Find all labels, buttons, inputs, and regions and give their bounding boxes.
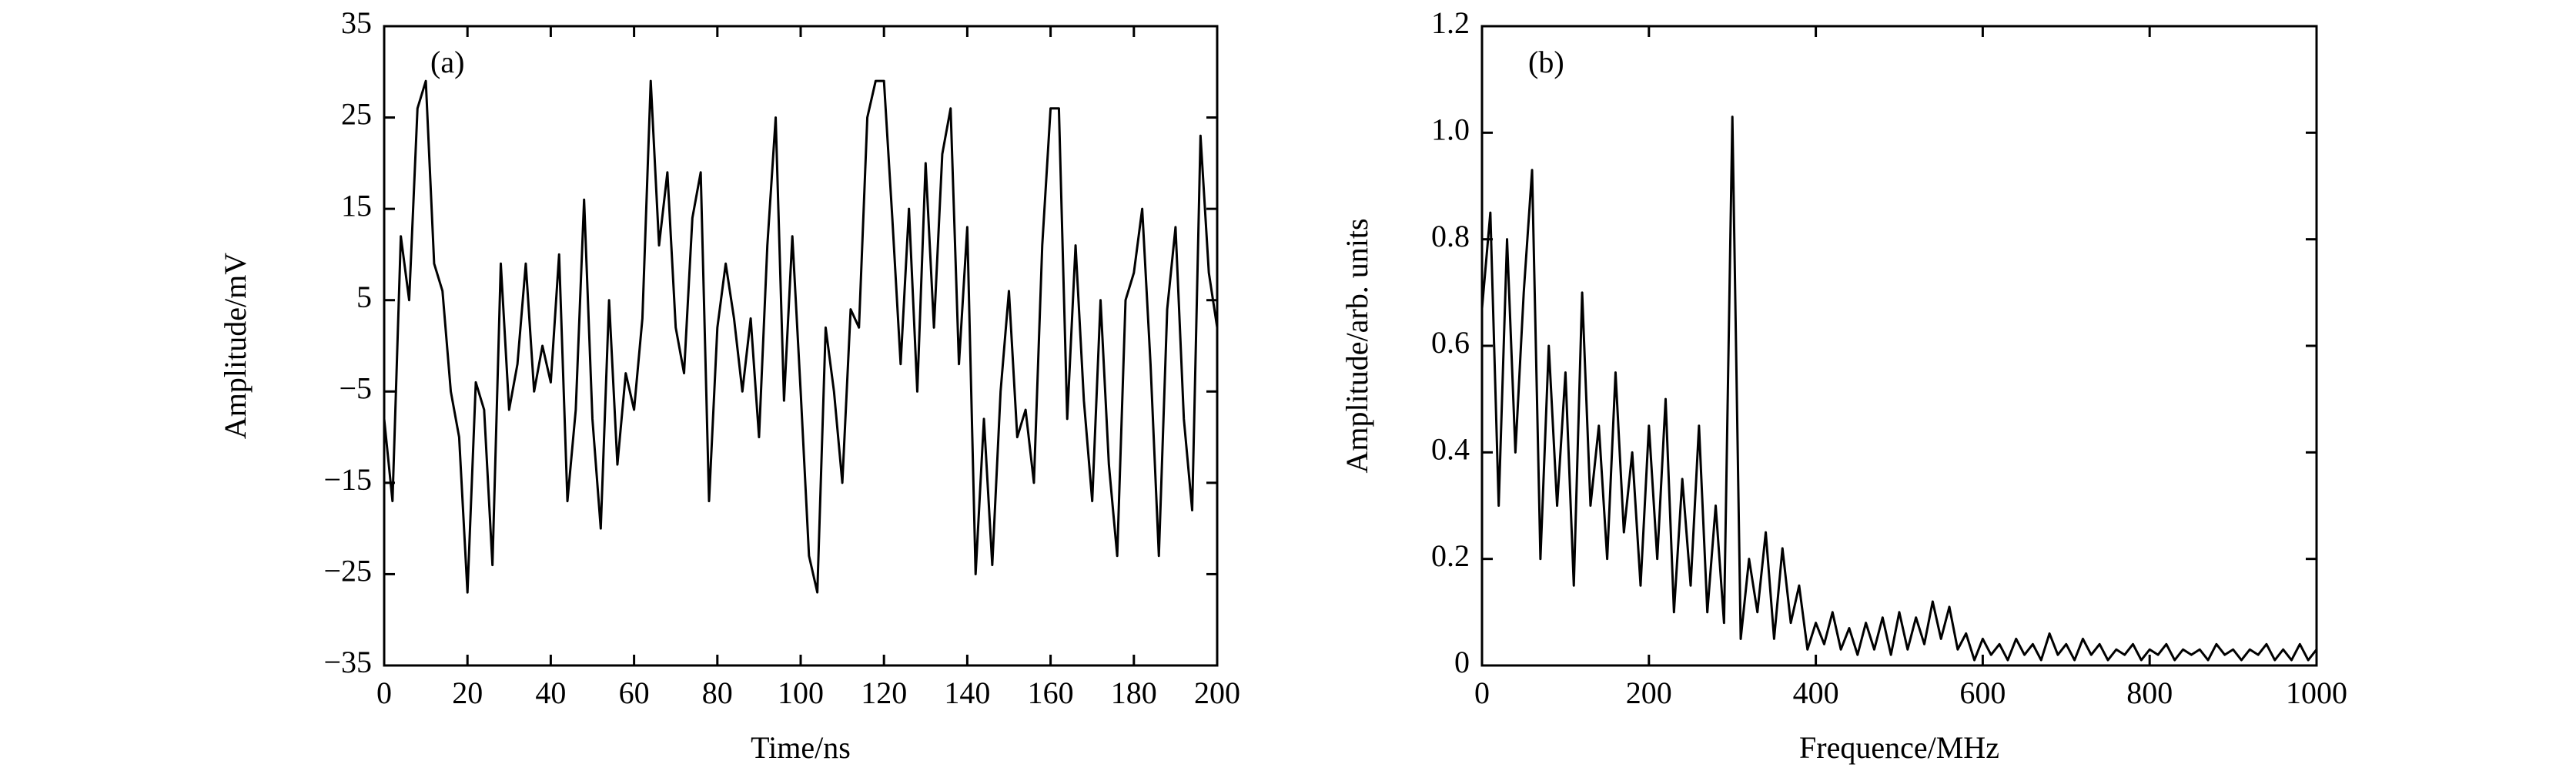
plot-frame: [383, 25, 1219, 667]
y-tick-label: 0.2: [1431, 538, 1470, 573]
x-tick-label: 80: [702, 675, 733, 710]
y-tick-label: 5: [356, 280, 372, 314]
x-tick-label: 400: [1793, 675, 1839, 710]
y-tick-label: 25: [341, 97, 372, 132]
y-axis-label: Amplitude/arb. units: [1340, 218, 1374, 473]
y-axis-label: Amplitude/mV: [218, 253, 253, 439]
x-tick-label: 200: [1194, 675, 1240, 710]
plot-frame: [1480, 25, 2318, 667]
y-tick-label: −5: [339, 370, 372, 405]
x-tick-label: 200: [1626, 675, 1672, 710]
x-axis-label: Frequence/MHz: [1799, 730, 1999, 765]
x-tick-label: 1000: [2286, 675, 2347, 710]
y-tick-label: 15: [341, 188, 372, 223]
signal-line: [1480, 116, 2318, 662]
x-tick-label: 20: [452, 675, 483, 710]
x-tick-label: 40: [535, 675, 566, 710]
x-tick-label: 0: [1474, 675, 1490, 710]
y-tick-label: −35: [323, 645, 372, 679]
x-tick-label: 0: [376, 675, 392, 710]
y-tick-label: 0.4: [1431, 432, 1470, 467]
y-tick-label: 0.8: [1431, 219, 1470, 253]
y-tick-label: 35: [341, 5, 372, 40]
x-tick-label: 600: [1959, 675, 2006, 710]
y-tick-label: −15: [323, 462, 372, 497]
x-tick-label: 100: [778, 675, 824, 710]
signal-line: [383, 79, 1219, 594]
y-tick-label: −25: [323, 554, 372, 588]
x-tick-label: 120: [861, 675, 907, 710]
y-tick-label: 1.0: [1431, 112, 1470, 147]
x-tick-label: 60: [619, 675, 650, 710]
panel-label: (b): [1528, 45, 1564, 79]
x-tick-label: 180: [1111, 675, 1157, 710]
y-tick-label: 1.2: [1431, 5, 1470, 40]
x-axis-label: Time/ns: [751, 730, 851, 765]
y-tick-label: 0.6: [1431, 325, 1470, 360]
x-tick-label: 140: [944, 675, 990, 710]
x-tick-label: 800: [2126, 675, 2173, 710]
y-tick-label: 0: [1454, 645, 1470, 679]
x-tick-label: 160: [1028, 675, 1074, 710]
panel-label: (a): [430, 45, 464, 79]
